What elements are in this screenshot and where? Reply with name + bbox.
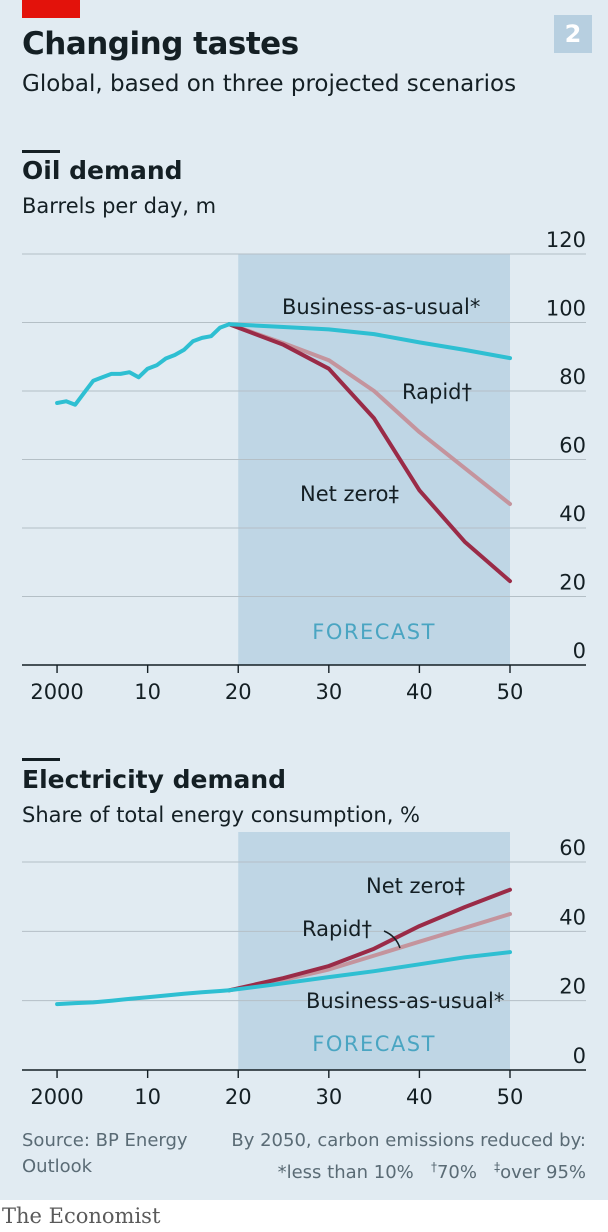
oil-business-as-usual-label: Business-as-usual* — [282, 295, 480, 319]
elec-business-as-usual-label: Business-as-usual* — [306, 989, 504, 1013]
footnote-rapid: 70% — [436, 1162, 477, 1183]
oil-demand-chart: 0 20 40 60 80 100 120 2000 10 20 30 40 50 FORECAST Bus… — [22, 228, 586, 704]
elec-x-tick-2000: 2000 — [30, 1085, 83, 1109]
source-note: Source: BP Energy Outlook — [22, 1128, 188, 1180]
footnote-netzero: over 95% — [500, 1162, 586, 1183]
oil-chart-title: Oil demand — [22, 156, 183, 185]
oil-x-tick-2020: 20 — [225, 680, 252, 704]
oil-y-tick-100: 100 — [546, 297, 586, 321]
oil-x-tick-2010: 10 — [134, 680, 161, 704]
source-line-1: Source: BP Energy — [22, 1130, 188, 1151]
oil-y-tick-0: 0 — [573, 639, 586, 663]
economist-logo: The Economist — [0, 1200, 608, 1232]
oil-x-tick-2000: 2000 — [30, 680, 83, 704]
oil-net-zero-line — [227, 322, 512, 584]
oil-forecast-label: FORECAST — [312, 620, 436, 644]
oil-y-tick-80: 80 — [559, 365, 586, 389]
oil-y-tick-120: 120 — [546, 228, 586, 252]
oil-x-tick-2030: 30 — [315, 680, 342, 704]
oil-y-tick-40: 40 — [559, 502, 586, 526]
electricity-title-rule — [22, 758, 60, 761]
elec-x-tick-2010: 10 — [134, 1085, 161, 1109]
elec-y-tick-0: 0 — [573, 1044, 586, 1068]
footnote-heading: By 2050, carbon emissions reduced by: — [231, 1130, 586, 1151]
chart-number-badge: 2 — [554, 15, 592, 53]
elec-x-tick-2040: 40 — [406, 1085, 433, 1109]
oil-x-tick-2040: 40 — [406, 680, 433, 704]
elec-business-as-usual-line — [227, 950, 512, 993]
footnote-netzero-mark: ‡ — [494, 1160, 501, 1174]
elec-x-tick-2030: 30 — [315, 1085, 342, 1109]
elec-history-line — [55, 988, 232, 1007]
page-title: Changing tastes — [22, 26, 299, 62]
electricity-chart-title: Electricity demand — [22, 765, 287, 794]
footnote-bau: *less than 10% — [277, 1162, 414, 1183]
electricity-demand-chart: 0 20 40 60 2000 10 20 30 40 50 FORECAST Net zero‡ Ra… — [22, 832, 586, 1109]
brand-red-tag — [22, 0, 80, 18]
elec-rapid-leader — [383, 930, 401, 949]
oil-business-as-usual-line — [227, 322, 512, 361]
oil-history-line — [55, 322, 232, 407]
oil-y-tick-20: 20 — [559, 571, 586, 595]
footnote-rapid-mark: † — [430, 1160, 437, 1174]
elec-x-tick-2020: 20 — [225, 1085, 252, 1109]
elec-y-tick-20: 20 — [559, 975, 586, 999]
elec-net-zero-label: Net zero‡ — [366, 874, 465, 898]
oil-title-rule — [22, 150, 60, 153]
scenario-footnote: By 2050, carbon emissions reduced by: *l… — [231, 1128, 586, 1186]
elec-y-tick-40: 40 — [559, 905, 586, 929]
oil-chart-ylabel: Barrels per day, m — [22, 194, 217, 218]
elec-net-zero-line — [227, 887, 512, 993]
electricity-chart-ylabel: Share of total energy consumption, % — [22, 803, 421, 827]
elec-forecast-band — [238, 832, 510, 1070]
elec-x-tick-2050: 50 — [497, 1085, 524, 1109]
elec-rapid-label: Rapid† — [302, 917, 372, 941]
footnote-values: *less than 10% †70% ‡over 95% — [231, 1154, 586, 1186]
source-line-2: Outlook — [22, 1156, 93, 1177]
elec-forecast-label: FORECAST — [312, 1032, 436, 1056]
page-subtitle: Global, based on three projected scenari… — [22, 71, 517, 97]
oil-x-tick-2050: 50 — [497, 680, 524, 704]
oil-rapid-label: Rapid† — [402, 380, 472, 404]
oil-y-tick-60: 60 — [559, 434, 586, 458]
elec-y-tick-60: 60 — [559, 836, 586, 860]
oil-net-zero-label: Net zero‡ — [300, 482, 399, 506]
